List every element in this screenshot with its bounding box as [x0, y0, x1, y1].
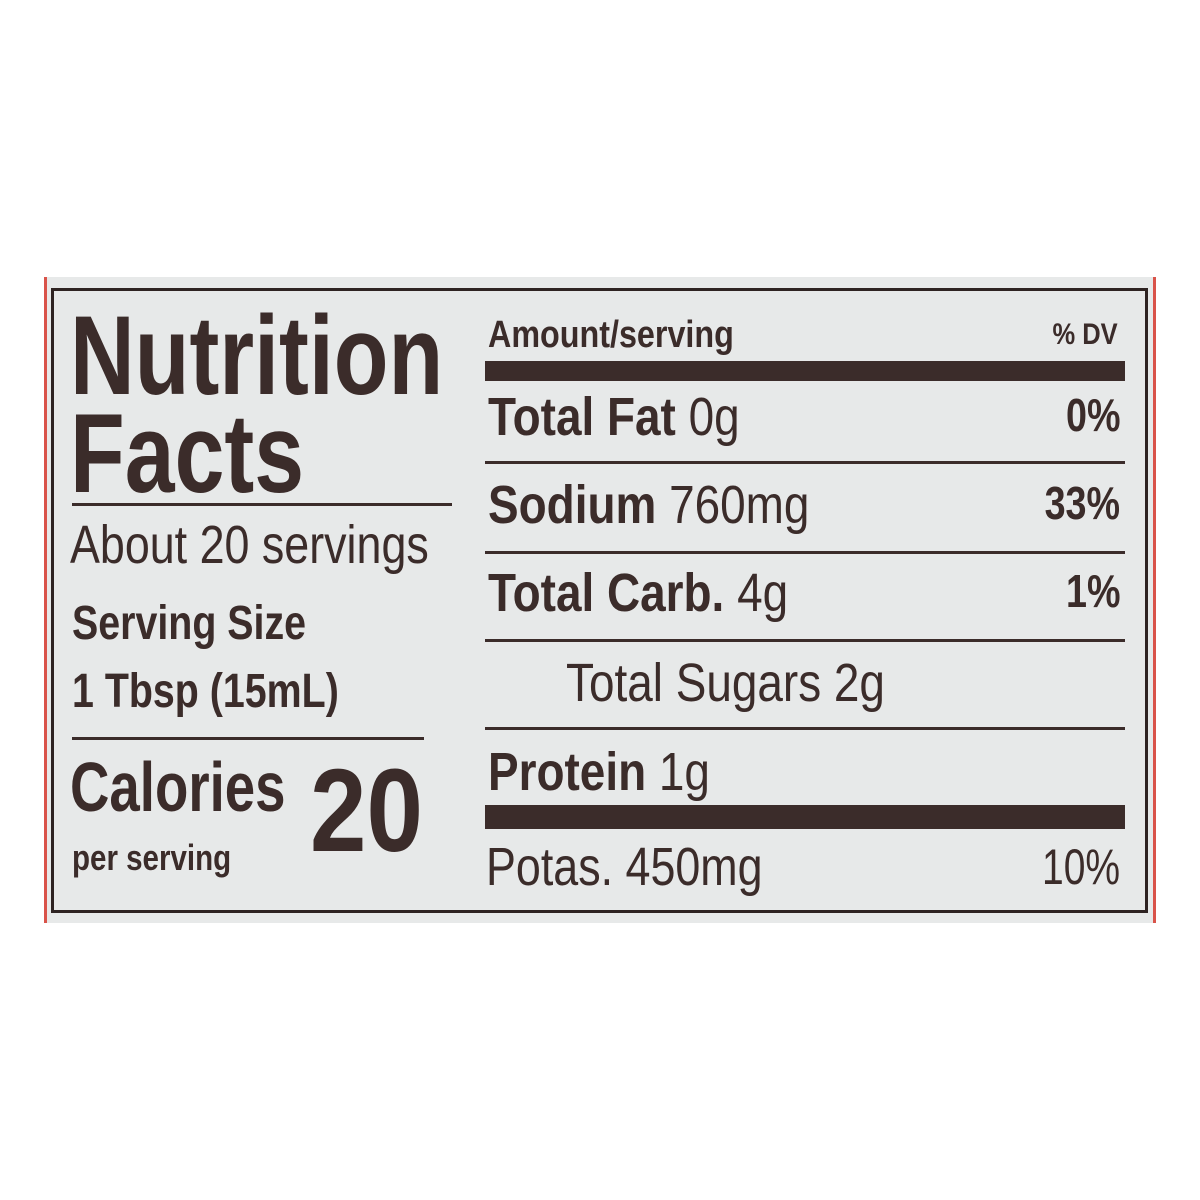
header-daily-value: % DV: [1052, 318, 1118, 351]
divider: [72, 503, 452, 506]
divider: [485, 461, 1125, 464]
nutrient-name: Total Fat: [488, 387, 676, 447]
nutrient-dv: 33%: [1044, 477, 1120, 529]
title-nutrition: Nutrition: [70, 293, 444, 418]
divider: [72, 737, 424, 740]
title-facts: Facts: [70, 391, 305, 516]
nutrient-amount: 760mg: [669, 475, 810, 535]
nutrient-dv: 0%: [1065, 389, 1120, 441]
serving-size-value: 1 Tbsp (15mL): [72, 665, 339, 718]
servings-per-container: About 20 servings: [70, 515, 429, 575]
nutrient-amount: 1g: [658, 742, 710, 802]
nutrition-facts-box: [51, 288, 1148, 913]
nutrient-amount: 450mg: [625, 837, 763, 897]
nutrient-name: Total Sugars: [566, 653, 822, 713]
nutrient-name: Sodium: [488, 475, 657, 535]
nutrient-name: Total Carb.: [488, 563, 725, 623]
nutrient-amount: 4g: [737, 563, 789, 623]
thick-bar: [485, 805, 1125, 829]
header-amount-per-serving: Amount/serving: [488, 314, 734, 356]
serving-size-label: Serving Size: [72, 597, 307, 650]
per-serving-label: per serving: [72, 837, 232, 878]
nutrient-amount: 0g: [688, 387, 740, 447]
divider: [485, 727, 1125, 730]
calories-label: Calories: [70, 748, 286, 826]
nutrient-amount: 2g: [833, 653, 885, 713]
divider: [485, 551, 1125, 554]
nutrient-dv: 10%: [1041, 839, 1120, 895]
nutrient-name: Protein: [488, 742, 647, 802]
calories-value: 20: [310, 745, 423, 877]
thick-bar: [485, 361, 1125, 381]
nutrient-name: Potas.: [486, 837, 614, 897]
nutrient-dv: 1%: [1065, 565, 1120, 617]
divider: [485, 639, 1125, 642]
